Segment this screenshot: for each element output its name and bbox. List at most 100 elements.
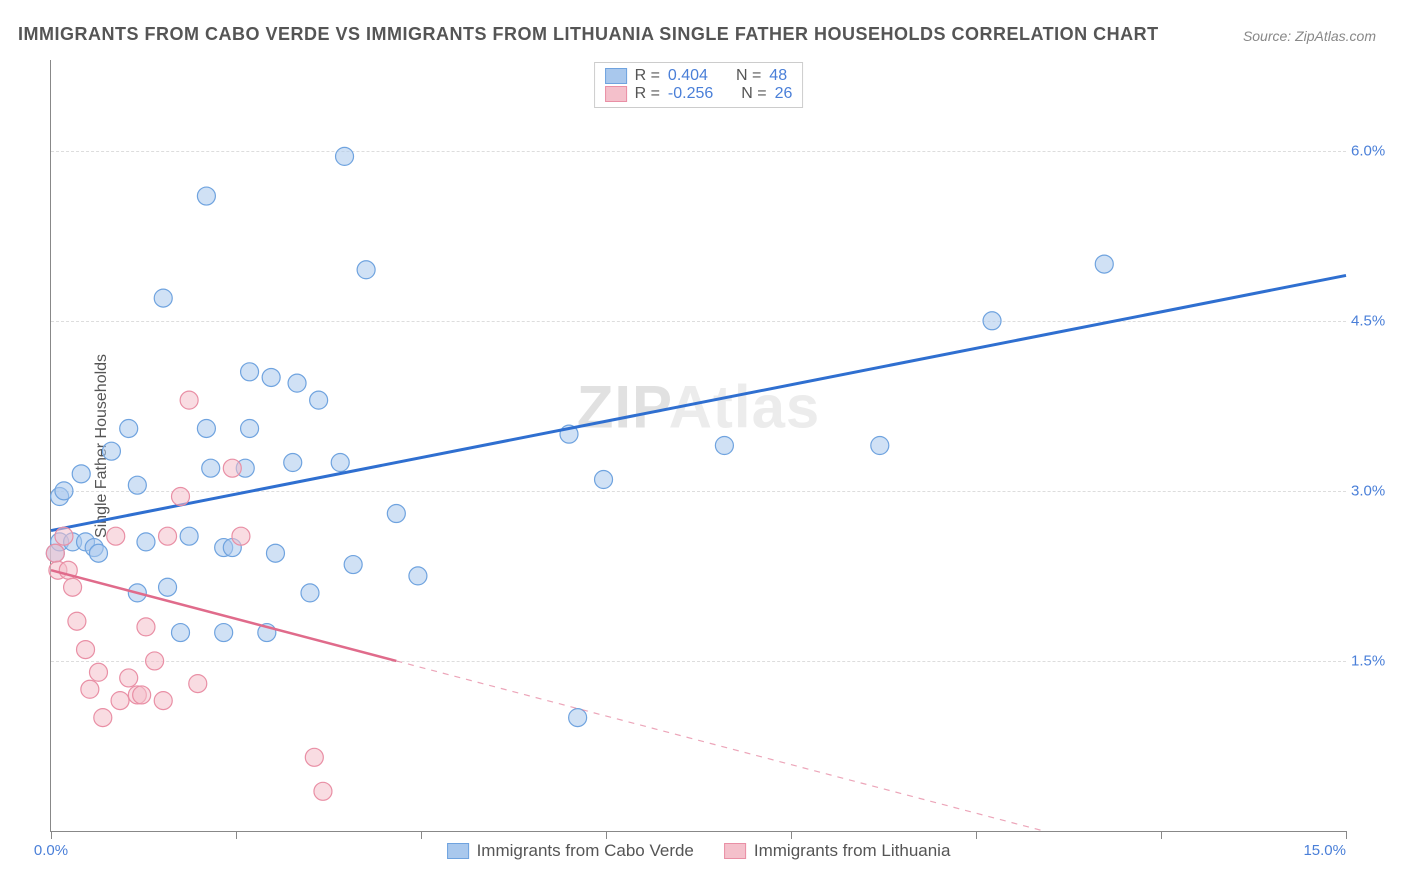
scatter-point: [102, 442, 120, 460]
scatter-point: [871, 437, 889, 455]
x-tick-label: 15.0%: [1303, 842, 1346, 859]
scatter-point: [89, 544, 107, 562]
scatter-point: [301, 584, 319, 602]
x-tick: [1346, 831, 1347, 839]
scatter-point: [387, 505, 405, 523]
trend-line-dashed: [396, 661, 1044, 831]
y-tick-label: 3.0%: [1351, 482, 1396, 499]
swatch-series-2: [724, 843, 746, 859]
x-tick: [1161, 831, 1162, 839]
series-legend: Immigrants from Cabo Verde Immigrants fr…: [447, 841, 951, 861]
scatter-point: [111, 692, 129, 710]
scatter-point: [133, 686, 151, 704]
scatter-point: [331, 454, 349, 472]
x-tick: [791, 831, 792, 839]
scatter-point: [232, 527, 250, 545]
scatter-point: [55, 482, 73, 500]
scatter-point: [159, 578, 177, 596]
n-label: N =: [741, 85, 766, 103]
plot-area: ZIPAtlas 1.5%3.0%4.5%6.0% 0.0%15.0% R = …: [50, 60, 1346, 832]
scatter-point: [107, 527, 125, 545]
correlation-legend: R = 0.404 N = 48 R = -0.256 N = 26: [594, 62, 804, 108]
chart-container: IMMIGRANTS FROM CABO VERDE VS IMMIGRANTS…: [0, 0, 1406, 892]
x-tick-label: 0.0%: [34, 842, 68, 859]
scatter-point: [983, 312, 1001, 330]
scatter-point: [241, 419, 259, 437]
scatter-plot-svg: [51, 60, 1346, 831]
scatter-point: [120, 419, 138, 437]
y-tick-label: 1.5%: [1351, 652, 1396, 669]
scatter-point: [77, 641, 95, 659]
scatter-point: [569, 709, 587, 727]
scatter-point: [94, 709, 112, 727]
n-label: N =: [736, 67, 761, 85]
scatter-point: [120, 669, 138, 687]
scatter-point: [284, 454, 302, 472]
scatter-point: [314, 782, 332, 800]
scatter-point: [128, 476, 146, 494]
x-tick: [976, 831, 977, 839]
scatter-point: [72, 465, 90, 483]
scatter-point: [715, 437, 733, 455]
scatter-point: [89, 663, 107, 681]
trend-line: [51, 570, 396, 661]
x-tick: [51, 831, 52, 839]
series-2-name: Immigrants from Lithuania: [754, 841, 951, 861]
scatter-point: [305, 748, 323, 766]
scatter-point: [262, 368, 280, 386]
n-value-2: 26: [775, 85, 793, 103]
scatter-point: [81, 680, 99, 698]
scatter-point: [288, 374, 306, 392]
scatter-point: [241, 363, 259, 381]
y-tick-label: 6.0%: [1351, 142, 1396, 159]
scatter-point: [595, 471, 613, 489]
scatter-point: [215, 624, 233, 642]
scatter-point: [172, 624, 190, 642]
x-tick: [606, 831, 607, 839]
scatter-point: [46, 544, 64, 562]
scatter-point: [180, 391, 198, 409]
scatter-point: [172, 488, 190, 506]
scatter-point: [266, 544, 284, 562]
r-value-2: -0.256: [668, 85, 713, 103]
r-value-1: 0.404: [668, 67, 708, 85]
stat-row-series-2: R = -0.256 N = 26: [605, 85, 793, 103]
scatter-point: [197, 187, 215, 205]
chart-title: IMMIGRANTS FROM CABO VERDE VS IMMIGRANTS…: [18, 24, 1159, 45]
scatter-point: [357, 261, 375, 279]
scatter-point: [68, 612, 86, 630]
scatter-point: [137, 533, 155, 551]
trend-line: [51, 275, 1346, 530]
y-tick-label: 4.5%: [1351, 312, 1396, 329]
scatter-point: [1095, 255, 1113, 273]
scatter-point: [409, 567, 427, 585]
swatch-series-2: [605, 86, 627, 102]
scatter-point: [310, 391, 328, 409]
scatter-point: [197, 419, 215, 437]
scatter-point: [344, 556, 362, 574]
swatch-series-1: [605, 68, 627, 84]
scatter-point: [137, 618, 155, 636]
legend-item-1: Immigrants from Cabo Verde: [447, 841, 694, 861]
scatter-point: [154, 289, 172, 307]
scatter-point: [223, 459, 241, 477]
stat-row-series-1: R = 0.404 N = 48: [605, 67, 793, 85]
scatter-point: [202, 459, 220, 477]
scatter-point: [154, 692, 172, 710]
source-attribution: Source: ZipAtlas.com: [1243, 28, 1376, 44]
swatch-series-1: [447, 843, 469, 859]
scatter-point: [146, 652, 164, 670]
r-label: R =: [635, 85, 660, 103]
scatter-point: [64, 578, 82, 596]
r-label: R =: [635, 67, 660, 85]
scatter-point: [180, 527, 198, 545]
legend-item-2: Immigrants from Lithuania: [724, 841, 951, 861]
scatter-point: [336, 147, 354, 165]
series-1-name: Immigrants from Cabo Verde: [477, 841, 694, 861]
n-value-1: 48: [769, 67, 787, 85]
scatter-point: [189, 675, 207, 693]
x-tick: [421, 831, 422, 839]
x-tick: [236, 831, 237, 839]
scatter-point: [55, 527, 73, 545]
scatter-point: [159, 527, 177, 545]
